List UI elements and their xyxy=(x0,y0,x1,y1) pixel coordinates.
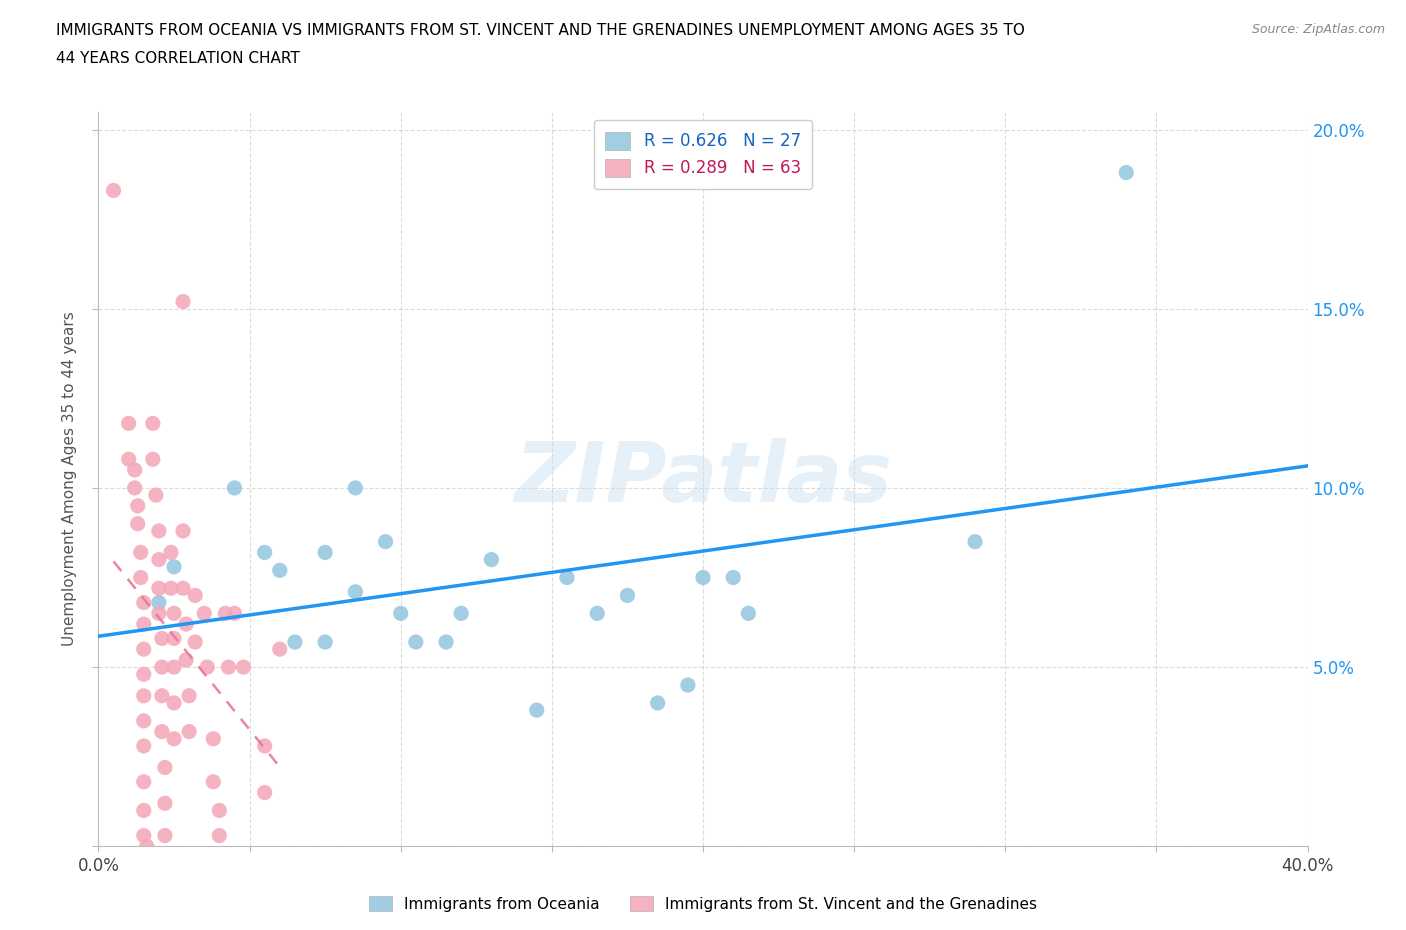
Point xyxy=(202,775,225,790)
Point xyxy=(224,606,246,621)
Point xyxy=(202,731,225,746)
Point xyxy=(269,642,291,657)
Point xyxy=(344,481,367,496)
Point xyxy=(174,617,197,631)
Point xyxy=(224,481,246,496)
Point xyxy=(163,559,186,574)
Point xyxy=(737,606,759,621)
Point xyxy=(434,634,457,649)
Point xyxy=(389,606,412,621)
Point xyxy=(692,570,714,585)
Point xyxy=(153,828,176,843)
Point xyxy=(145,487,167,502)
Point xyxy=(647,696,669,711)
Point xyxy=(132,775,155,790)
Point xyxy=(148,552,170,567)
Point xyxy=(526,703,548,718)
Point xyxy=(232,659,254,674)
Legend: Immigrants from Oceania, Immigrants from St. Vincent and the Grenadines: Immigrants from Oceania, Immigrants from… xyxy=(363,889,1043,918)
Y-axis label: Unemployment Among Ages 35 to 44 years: Unemployment Among Ages 35 to 44 years xyxy=(62,312,77,646)
Point xyxy=(124,462,146,477)
Point xyxy=(103,183,125,198)
Point xyxy=(142,416,165,431)
Point xyxy=(314,545,336,560)
Point xyxy=(148,595,170,610)
Text: IMMIGRANTS FROM OCEANIA VS IMMIGRANTS FROM ST. VINCENT AND THE GRENADINES UNEMPL: IMMIGRANTS FROM OCEANIA VS IMMIGRANTS FR… xyxy=(56,23,1025,38)
Point xyxy=(148,581,170,596)
Point xyxy=(179,724,201,739)
Point xyxy=(174,653,197,668)
Point xyxy=(374,534,396,549)
Point xyxy=(179,688,201,703)
Point xyxy=(253,738,276,753)
Point xyxy=(132,828,155,843)
Legend: R = 0.626   N = 27, R = 0.289   N = 63: R = 0.626 N = 27, R = 0.289 N = 63 xyxy=(593,120,813,189)
Point xyxy=(150,724,173,739)
Point xyxy=(129,545,152,560)
Point xyxy=(129,570,152,585)
Point xyxy=(269,563,291,578)
Point xyxy=(1115,166,1137,180)
Point xyxy=(253,785,276,800)
Point xyxy=(481,552,503,567)
Point xyxy=(172,524,194,538)
Point xyxy=(217,659,239,674)
Point xyxy=(135,839,157,854)
Point xyxy=(344,584,367,599)
Point xyxy=(118,416,141,431)
Point xyxy=(184,588,207,603)
Point xyxy=(163,731,186,746)
Point xyxy=(150,688,173,703)
Point xyxy=(132,713,155,728)
Point xyxy=(172,294,194,309)
Point xyxy=(284,634,307,649)
Point xyxy=(195,659,218,674)
Point xyxy=(132,803,155,817)
Point xyxy=(314,634,336,649)
Point xyxy=(163,659,186,674)
Point xyxy=(172,581,194,596)
Point xyxy=(160,581,183,596)
Point xyxy=(132,642,155,657)
Point xyxy=(132,738,155,753)
Point xyxy=(124,481,146,496)
Point xyxy=(555,570,578,585)
Point xyxy=(150,659,173,674)
Point xyxy=(676,678,699,693)
Point xyxy=(450,606,472,621)
Point xyxy=(132,617,155,631)
Point xyxy=(118,452,141,467)
Point xyxy=(148,524,170,538)
Point xyxy=(723,570,745,585)
Point xyxy=(150,631,173,645)
Point xyxy=(148,606,170,621)
Point xyxy=(253,545,276,560)
Point xyxy=(163,696,186,711)
Point xyxy=(965,534,987,549)
Point xyxy=(127,498,149,513)
Point xyxy=(163,606,186,621)
Text: 44 YEARS CORRELATION CHART: 44 YEARS CORRELATION CHART xyxy=(56,51,299,66)
Point xyxy=(127,516,149,531)
Text: ZIPatlas: ZIPatlas xyxy=(515,438,891,520)
Point xyxy=(160,545,183,560)
Point xyxy=(153,796,176,811)
Point xyxy=(132,688,155,703)
Point xyxy=(184,634,207,649)
Point xyxy=(163,631,186,645)
Point xyxy=(405,634,427,649)
Point xyxy=(616,588,638,603)
Point xyxy=(214,606,236,621)
Point xyxy=(208,803,231,817)
Text: Source: ZipAtlas.com: Source: ZipAtlas.com xyxy=(1251,23,1385,36)
Point xyxy=(132,667,155,682)
Point xyxy=(153,760,176,775)
Point xyxy=(142,452,165,467)
Point xyxy=(208,828,231,843)
Point xyxy=(193,606,215,621)
Point xyxy=(586,606,609,621)
Point xyxy=(132,595,155,610)
